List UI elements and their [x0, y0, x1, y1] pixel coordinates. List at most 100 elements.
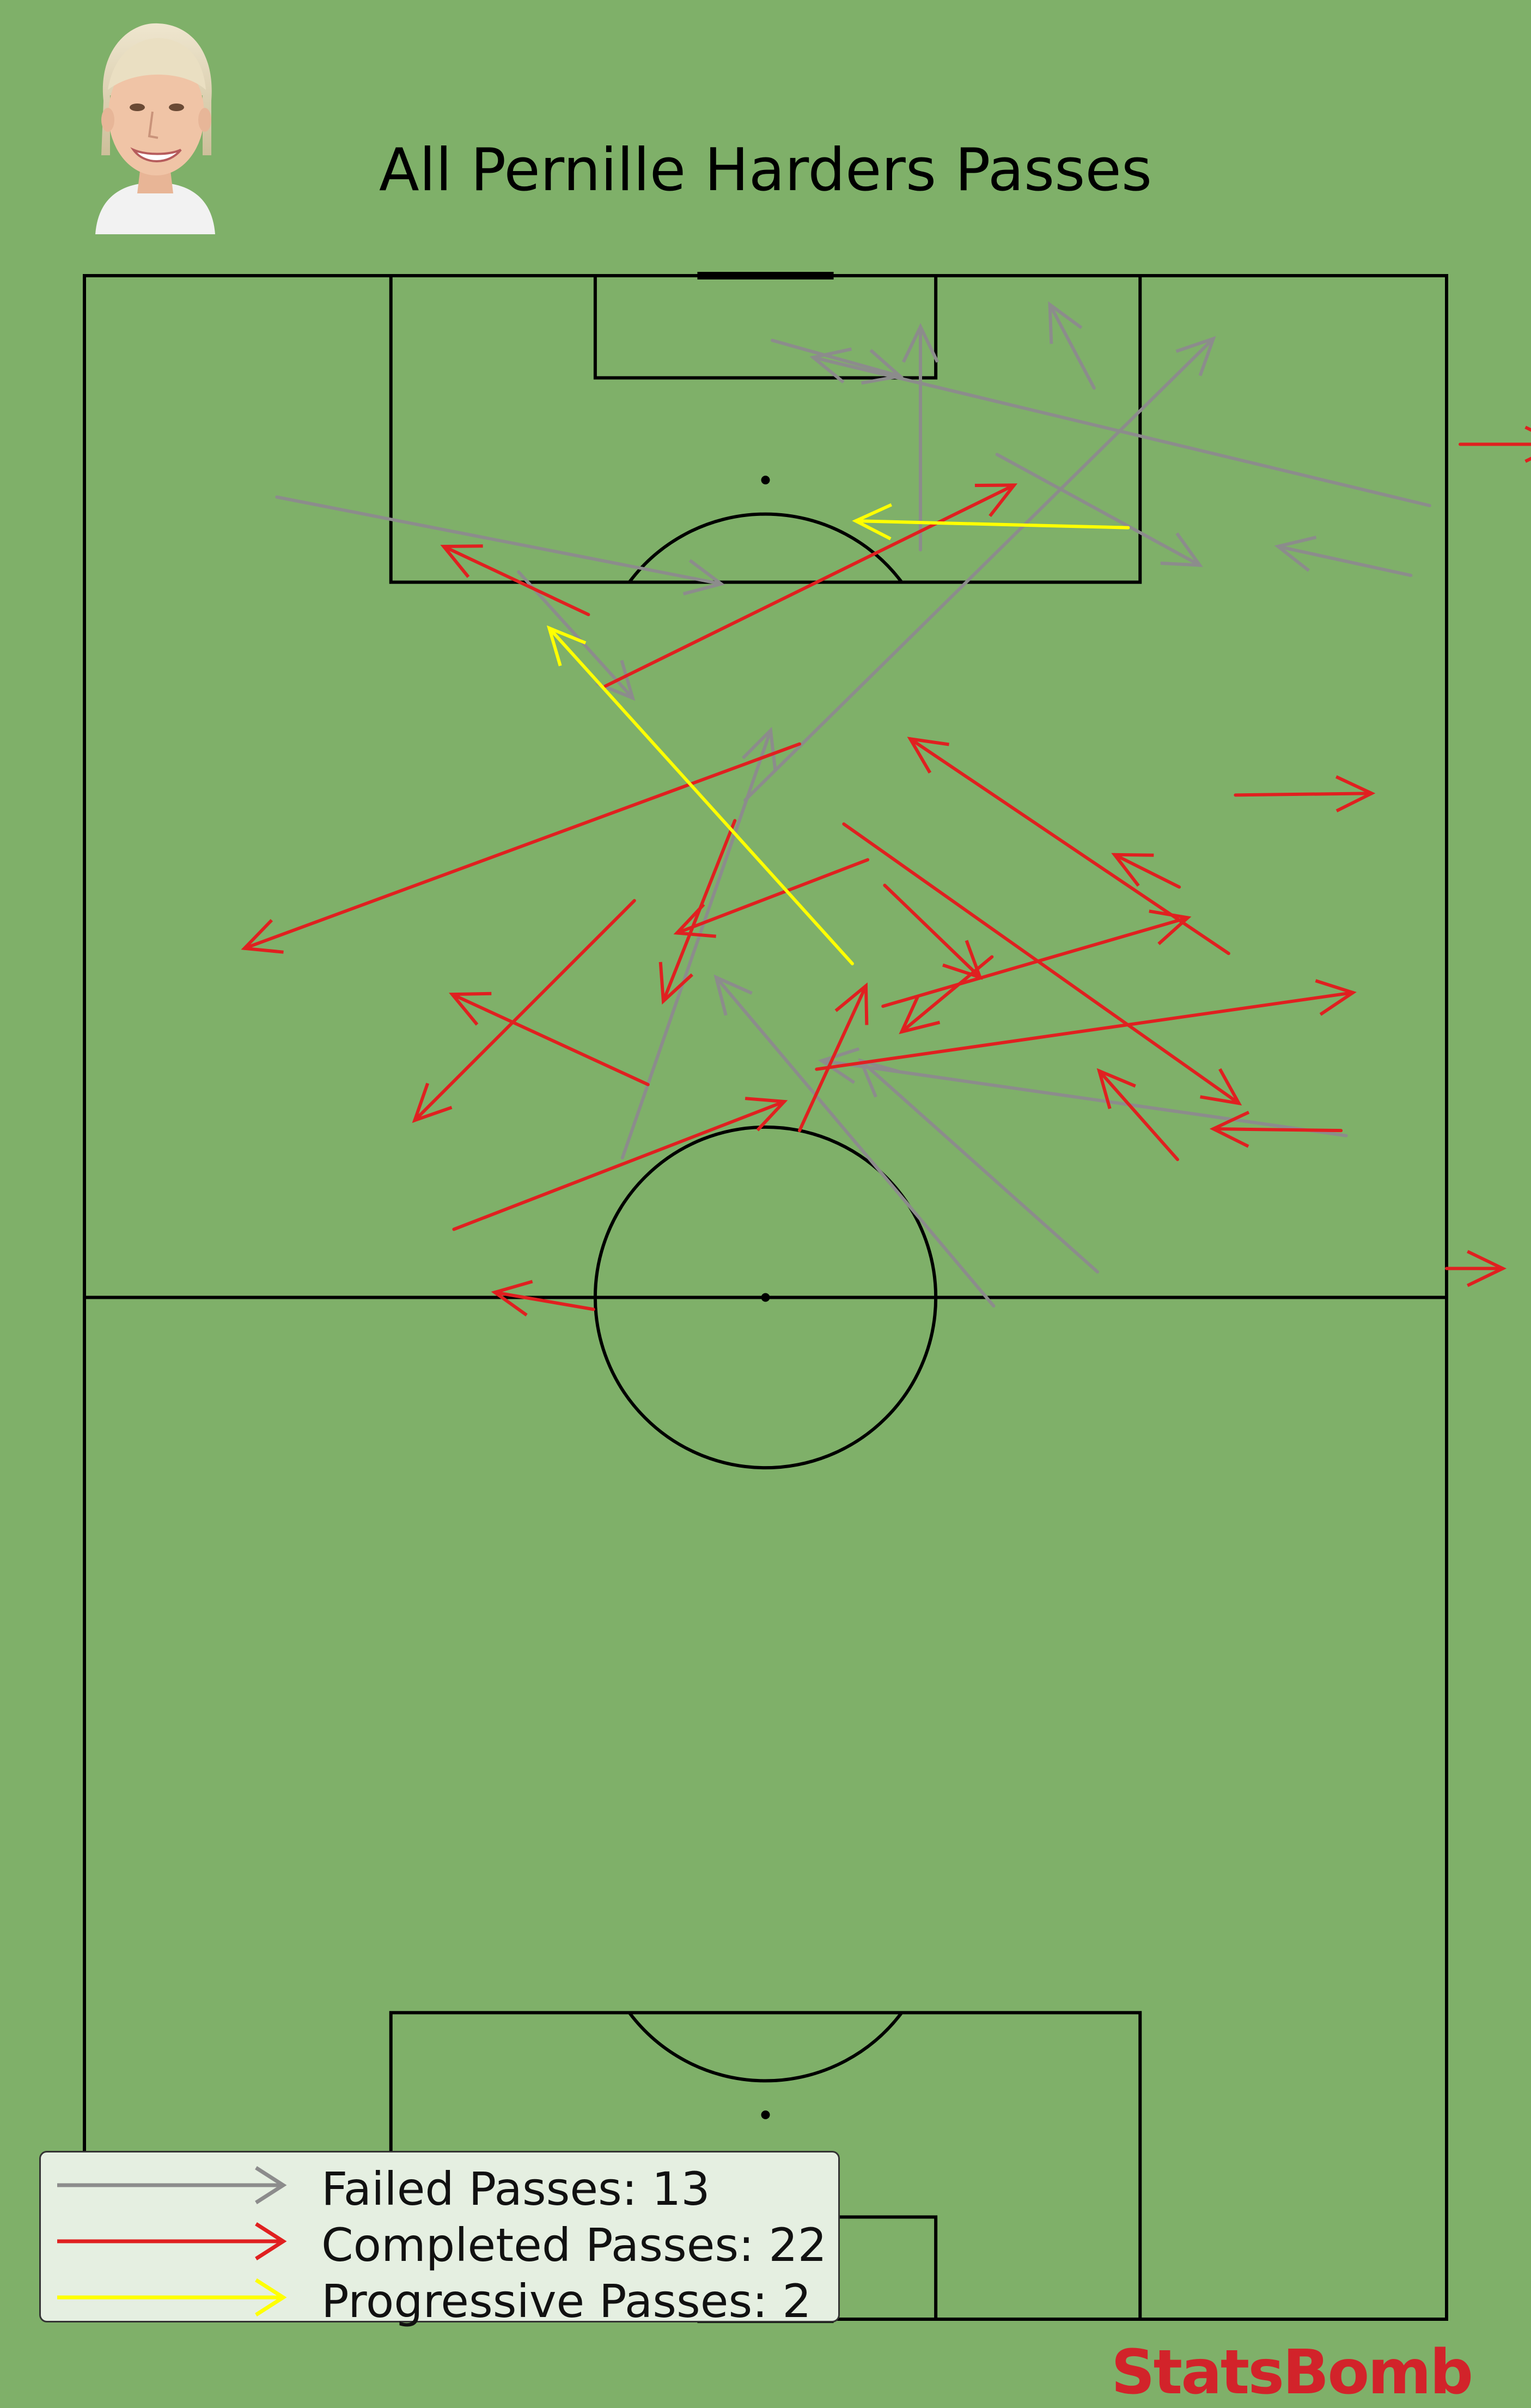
completed-pass-22-shaft [883, 884, 982, 979]
completed-pass-13-shaft [661, 819, 737, 1003]
completed-pass-12-shaft [452, 1100, 786, 1231]
completed-pass-7 [881, 909, 1192, 1008]
completed-pass-8-head [1096, 1068, 1136, 1109]
progressive-pass-1-shaft [854, 519, 1130, 530]
progressive-pass-2-shaft [547, 627, 854, 965]
completed-pass-11 [842, 822, 1242, 1106]
failed-pass-2 [995, 453, 1203, 567]
completed-pass-18-shaft [442, 545, 590, 617]
failed-pass-2-head [1160, 532, 1203, 567]
statsbomb-logo: StatsBomb [1111, 2337, 1473, 2408]
failed-pass-9-shaft [1276, 545, 1413, 577]
completed-pass-22 [883, 884, 983, 980]
completed-pass-19 [449, 992, 650, 1086]
failed-pass-4 [858, 1058, 1100, 1274]
legend-swatch-completed [57, 2222, 287, 2260]
failed-pass-5-head [682, 559, 725, 595]
failed-pass-12-head [861, 349, 904, 385]
completed-pass-7-head [1149, 909, 1192, 945]
completed-pass-11-shaft [842, 822, 1241, 1105]
chart-title: All Pernille Harders Passes [379, 136, 1152, 204]
completed-pass-2-head [1467, 1250, 1507, 1287]
failed-pass-8 [517, 570, 636, 701]
failed-pass-9-head [1274, 536, 1317, 572]
progressive-pass-1-head [852, 503, 893, 540]
completed-pass-8-shaft [1097, 1069, 1180, 1162]
failed-pass-7 [713, 974, 996, 1308]
progressive-pass-2-head [546, 625, 587, 666]
failed-pass-1-head [1175, 336, 1216, 376]
completed-pass-1-shaft [1234, 792, 1374, 797]
pass-arrows [241, 301, 1531, 1317]
completed-pass-22-head [942, 940, 983, 980]
legend-label-completed: Completed Passes: 22 [321, 2218, 827, 2272]
center-spot [761, 1293, 770, 1302]
failed-pass-6-shaft [812, 356, 1431, 507]
legend-count-progressive: 2 [782, 2275, 812, 2328]
failed-pass-8-shaft [517, 570, 635, 700]
completed-pass-3-head [491, 1280, 533, 1317]
legend-count-completed: 22 [768, 2218, 827, 2272]
completed-pass-9-shaft [815, 990, 1355, 1071]
failed-pass-10 [901, 323, 940, 552]
failed-pass-7-shaft [714, 975, 996, 1308]
center-circle [593, 1125, 938, 1470]
failed-pass-6 [809, 347, 1431, 507]
completed-pass-10-shaft [242, 742, 802, 950]
legend-swatch-failed [57, 2166, 287, 2204]
failed-pass-7-head [713, 974, 753, 1016]
completed-pass-13 [658, 819, 737, 1005]
top-penalty-box [389, 274, 1142, 584]
failed-pass-2-shaft [995, 453, 1201, 567]
completed-pass-14-shaft [798, 984, 868, 1133]
legend-item-completed: Completed Passes: 22 [41, 2214, 838, 2272]
failed-pass-13-head [818, 1047, 860, 1084]
completed-pass-4 [673, 858, 870, 938]
completed-pass-21 [907, 737, 1230, 956]
failed-pass-12-shaft [771, 338, 902, 378]
completed-pass-6-shaft [603, 483, 1016, 688]
completed-pass-21-head [907, 737, 949, 774]
completed-pass-6-head [974, 483, 1018, 518]
failed-pass-3 [620, 727, 777, 1160]
progressive-pass-1 [852, 503, 1130, 540]
completed-pass-16-head [1209, 1110, 1250, 1148]
failed-pass-6-head [809, 347, 852, 384]
failed-pass-3-head [741, 727, 777, 770]
failed-pass-3-shaft [620, 728, 772, 1160]
legend-item-failed: Failed Passes: 13 [41, 2158, 838, 2216]
failed-pass-4-head [858, 1058, 899, 1098]
completed-pass-16-shaft [1211, 1127, 1343, 1133]
completed-pass-1 [1234, 775, 1376, 813]
failed-pass-10-head [901, 323, 940, 363]
completed-pass-4-shaft [675, 858, 870, 935]
failed-pass-8-head [595, 660, 636, 701]
progressive-pass-2 [546, 625, 854, 965]
player-photo [95, 23, 215, 234]
failed-pass-11-head [1048, 301, 1083, 344]
failed-pass-1-shaft [743, 337, 1215, 802]
completed-pass-13-head [658, 962, 693, 1005]
completed-pass-21-shaft [908, 737, 1230, 956]
completed-pass-15-head [412, 1083, 453, 1123]
top-penalty-spot [761, 476, 770, 485]
completed-pass-18 [440, 544, 590, 617]
failed-pass-5 [275, 495, 725, 595]
completed-pass-5-shaft [1113, 853, 1181, 889]
failed-pass-13 [818, 1047, 1348, 1138]
failed-pass-1 [743, 336, 1216, 802]
completed-pass-8 [1096, 1068, 1180, 1162]
completed-pass-5 [1111, 853, 1181, 889]
completed-pass-3 [491, 1280, 595, 1317]
pitch-markings [83, 272, 1448, 2323]
completed-pass-15 [412, 899, 636, 1123]
completed-pass-12-head [745, 1097, 788, 1132]
completed-pass-15-shaft [413, 899, 636, 1122]
failed-pass-4-shaft [859, 1059, 1100, 1274]
completed-pass-5-head [1111, 853, 1154, 887]
failed-pass-9 [1274, 536, 1413, 577]
bottom-penalty-spot [761, 2110, 770, 2119]
failed-pass-11-shaft [1048, 303, 1096, 390]
